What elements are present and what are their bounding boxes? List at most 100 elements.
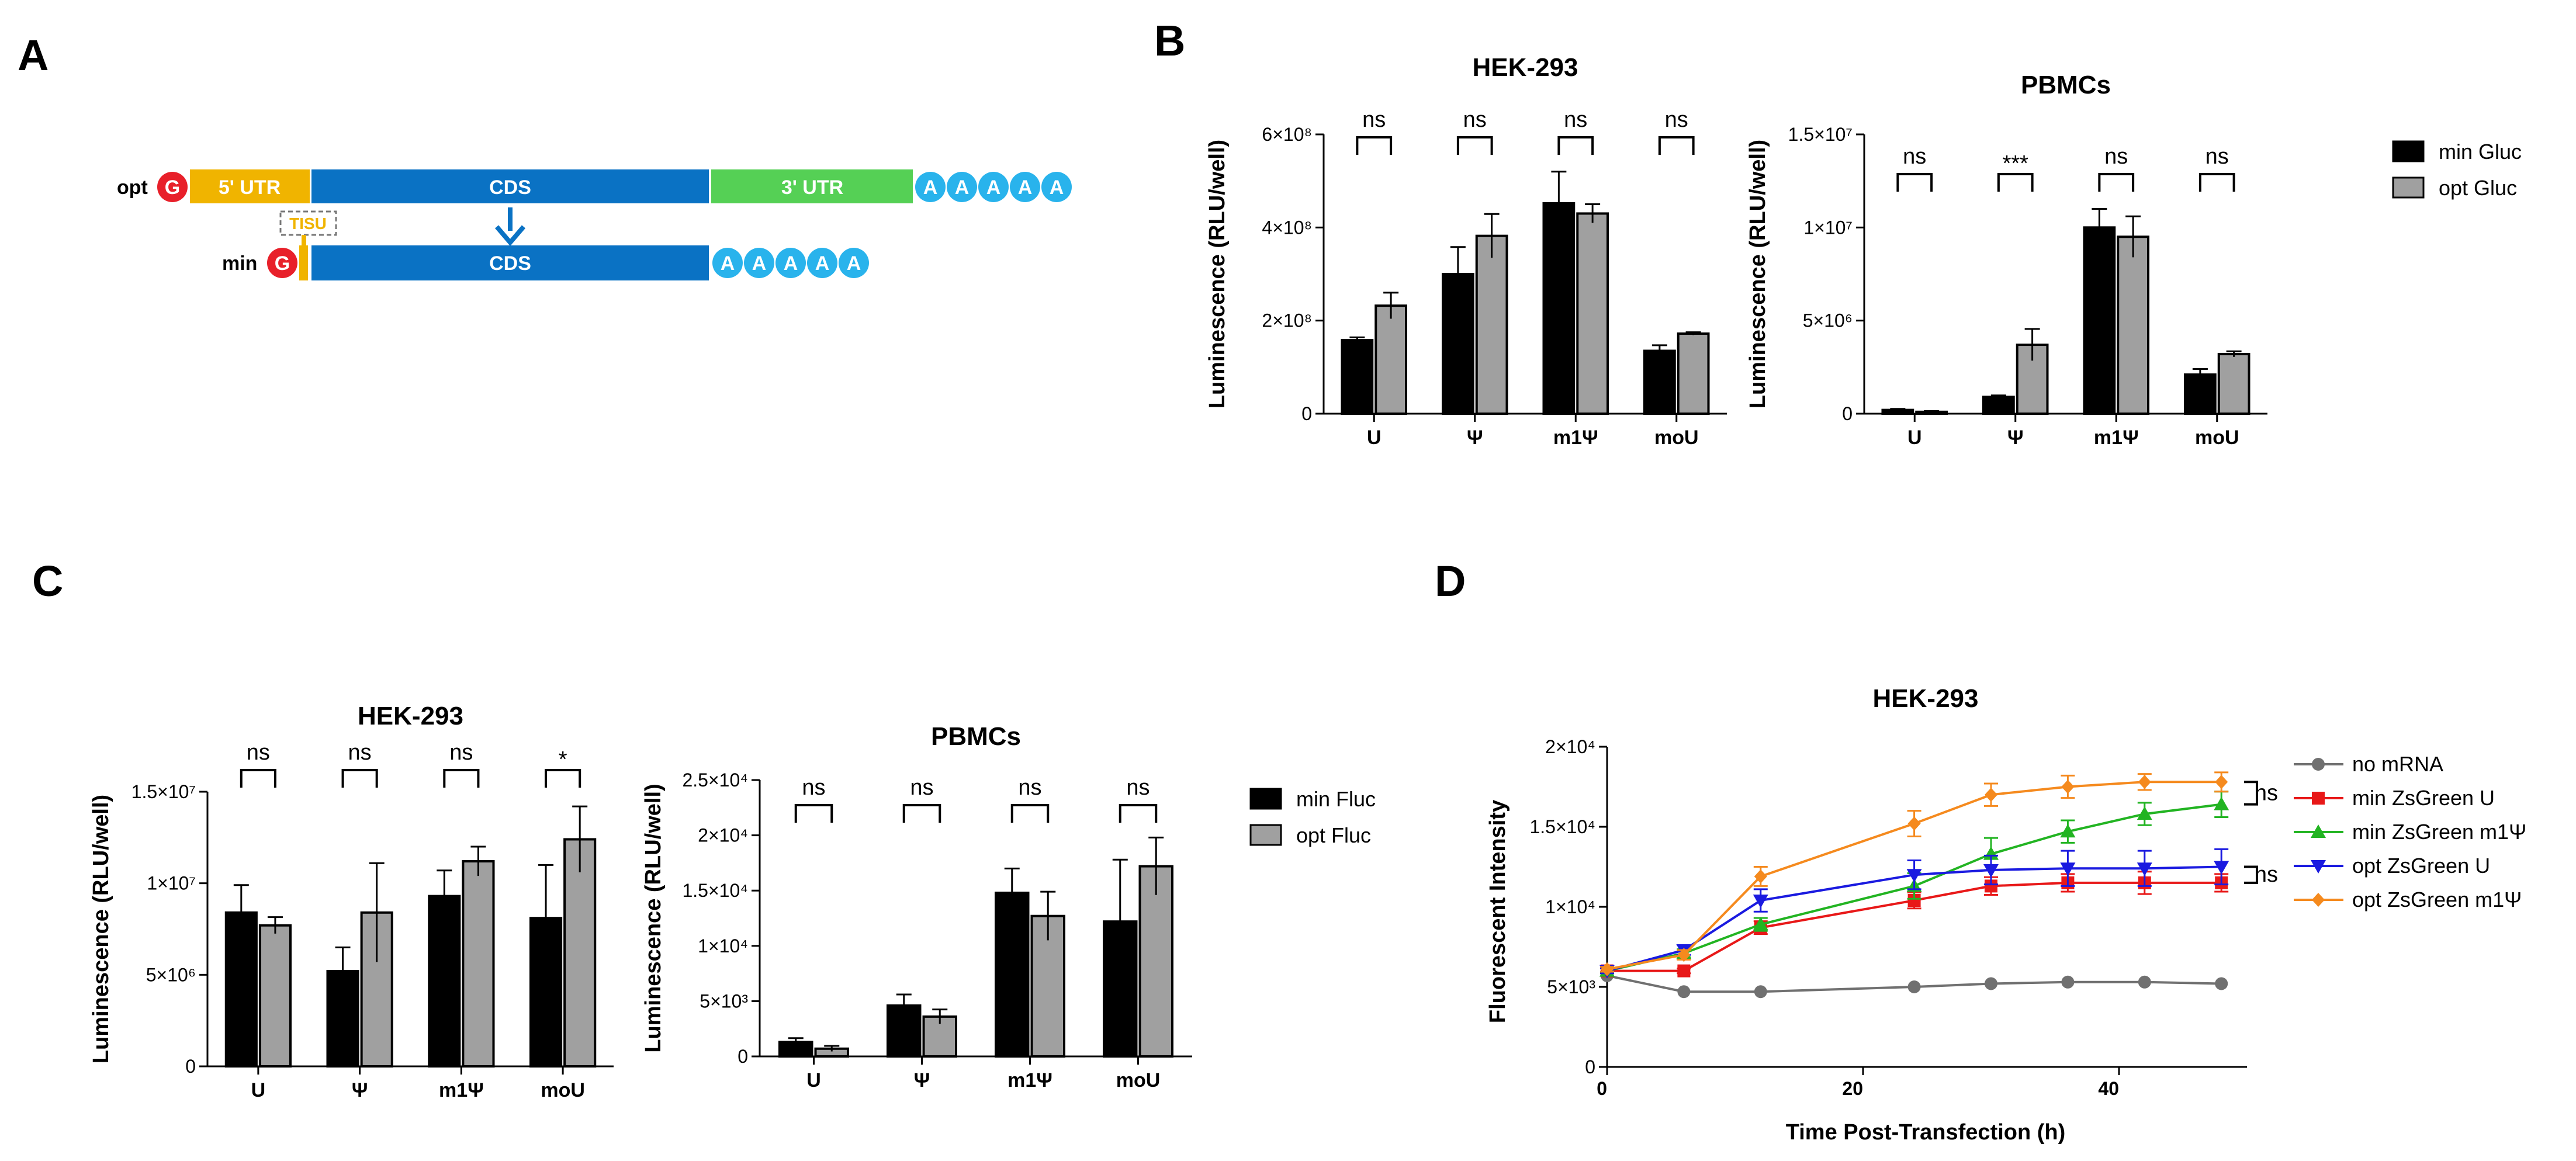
chart-c1-sig-label-3: *	[559, 747, 567, 772]
chart-d-legend-entry-4: opt ZsGreen m1Ψ	[2352, 888, 2522, 912]
chart-c2-ytick-label-5: 2.5×10⁴	[682, 770, 748, 791]
chart-d-point-s0-p5	[2061, 975, 2075, 989]
chart-d-point-s2-p2	[1753, 917, 1768, 931]
chart-c1-ytick-label-3: 1.5×10⁷	[131, 781, 196, 802]
chart-d-point-s0-p6	[2138, 975, 2151, 989]
chart-c2-sig-label-2: ns	[1018, 775, 1041, 800]
chart-d-legend-marker-2	[2311, 824, 2326, 838]
chart-d-line-s0	[1606, 974, 2222, 993]
chart-c1-sig-bracket-0	[240, 769, 276, 788]
min-tisu-bar	[299, 245, 308, 280]
min-cds-box	[311, 245, 709, 280]
chart-b2-sig-label-0: ns	[1903, 144, 1926, 169]
chart-b2-bar-s1-c2	[2117, 235, 2149, 415]
min-polya-letter-4: A	[847, 252, 861, 275]
chart-c1-category-label-1: Ψ	[352, 1079, 368, 1101]
chart-c2-ytick-label-2: 1×10⁴	[698, 935, 748, 956]
min-polya-letter-3: A	[815, 252, 830, 275]
utr3-box	[711, 169, 913, 203]
chart-b2-bar-s0-c1	[1982, 396, 2015, 415]
chart-d-point-s0-p2	[1754, 985, 1767, 999]
chart-b2-title: PBMCs	[2021, 71, 2111, 99]
chart-c1-sig-label-2: ns	[449, 740, 473, 765]
chart-c-pbmcs: PBMCs Luminescence (RLU/well) 0 5×10³ 1×10⁴ 1…	[641, 722, 1192, 1091]
legend-c-swatch-1	[1249, 824, 1282, 846]
chart-d-title: HEK-293	[1873, 684, 1979, 713]
chart-d-point-s4-p6	[2138, 775, 2151, 789]
chart-b2-bar-s0-c3	[2184, 373, 2217, 415]
min-cap-circle	[267, 248, 297, 278]
chart-c2-category-label-1: Ψ	[914, 1069, 930, 1091]
chart-d-point-s0-p4	[1985, 977, 1997, 990]
chart-d-point-s4-p2	[1754, 869, 1767, 883]
chart-c1-sig-bracket-3	[545, 769, 581, 788]
chart-b1-bar-s1-c1	[1475, 234, 1508, 415]
chart-d-point-s3-p5	[2060, 862, 2076, 876]
chart-b1-sig-bracket-3	[1658, 136, 1695, 155]
chart-d-point-s1-p3	[1907, 894, 1921, 907]
chart-d-point-s2-p4	[1983, 846, 1999, 860]
opt-polya-circle-0	[915, 172, 946, 202]
chart-d-point-s3-p4	[1983, 864, 1999, 878]
chart-c-hek293: HEK-293 Luminescence (RLU/well) 0 5×10⁶ 1×10…	[89, 702, 614, 1101]
opt-polya-letter-3: A	[1018, 176, 1033, 199]
chart-d-legend-entry-0: no mRNA	[2352, 752, 2443, 776]
chart-c1-bar-s1-c3	[563, 838, 597, 1068]
legend-c: min Fluc opt Fluc	[1249, 787, 1376, 847]
chart-b1-bar-s0-c0	[1341, 339, 1374, 415]
chart-d-xtick-label-0: 0	[1597, 1078, 1607, 1099]
chart-c1-category-label-0: U	[251, 1079, 266, 1101]
chart-b1-bar-s1-c2	[1576, 212, 1609, 415]
chart-c1-bar-s1-c2	[462, 860, 495, 1068]
chart-c2-bar-s1-c3	[1138, 865, 1173, 1058]
chart-d-point-s1-p4	[1985, 879, 1997, 893]
chart-b2-ytick-label-3: 1.5×10⁷	[1788, 124, 1853, 145]
chart-d-point-s3-p7	[2214, 861, 2229, 875]
chart-b1-bar-s0-c2	[1542, 202, 1576, 415]
chart-b2-bar-s0-c2	[2083, 226, 2116, 415]
chart-b2-category-label-1: Ψ	[2007, 427, 2024, 449]
min-polya-circle-1	[744, 248, 774, 278]
chart-d-line-s4	[1606, 781, 2222, 971]
chart-d-point-s4-p4	[1985, 788, 1997, 802]
chart-b2-sig-bracket-3	[2198, 173, 2235, 192]
chart-b1-bar-s0-c3	[1643, 349, 1676, 415]
chart-b1-sig-label-3: ns	[1665, 108, 1688, 132]
chart-d-legend-marker-0	[2312, 758, 2325, 771]
tisu-box	[279, 210, 337, 236]
chart-d-point-s0-p3	[1907, 980, 1921, 993]
chart-b2-ytick-label-0: 0	[1842, 403, 1853, 424]
opt-cds-label: CDS	[489, 176, 531, 199]
utr3-label: 3' UTR	[781, 176, 843, 199]
opt-cds-box	[311, 169, 709, 203]
chart-b1-sig-label-1: ns	[1463, 108, 1487, 132]
legend-b-swatch-0	[2392, 140, 2425, 162]
chart-c2-sig-bracket-1	[902, 804, 941, 823]
chart-b2-ytick-label-1: 5×10⁶	[1803, 310, 1853, 331]
chart-b2-ylabel: Luminescence (RLU/well)	[1746, 140, 1770, 408]
chart-b2-sig-bracket-2	[2098, 173, 2135, 192]
chart-c2-sig-label-1: ns	[910, 775, 933, 800]
chart-b1-sig-label-0: ns	[1362, 108, 1386, 132]
legend-b: min Gluc opt Gluc	[2392, 140, 2522, 200]
chart-d-ytick-label-4: 2×10⁴	[1545, 736, 1595, 757]
chart-d-ytick-label-3: 1.5×10⁴	[1529, 816, 1595, 837]
chart-d-ylabel: Fluorescent Intensity	[1486, 800, 1510, 1023]
opt-polya-letter-2: A	[986, 176, 1001, 199]
chart-d-point-s4-p7	[2215, 775, 2228, 789]
opt-construct-label: opt	[117, 176, 148, 199]
chart-c1-category-label-2: m1Ψ	[439, 1079, 484, 1101]
chart-d-sig-bracket-1	[2244, 865, 2258, 884]
chart-d-point-s0-p1	[1677, 985, 1691, 999]
chart-d-xlabel: Time Post-Transfection (h)	[1786, 1120, 2066, 1145]
chart-c2-category-label-3: moU	[1116, 1069, 1161, 1091]
chart-d-point-s2-p6	[2137, 806, 2152, 820]
chart-c1-ytick-label-0: 0	[185, 1056, 196, 1077]
legend-b-swatch-1	[2392, 176, 2425, 199]
chart-d-sig-label-1: ns	[2255, 862, 2278, 887]
opt-polya-circle-3	[1010, 172, 1040, 202]
chart-d-legend-entry-2: min ZsGreen m1Ψ	[2352, 820, 2526, 844]
chart-c1-category-label-3: moU	[541, 1079, 585, 1101]
